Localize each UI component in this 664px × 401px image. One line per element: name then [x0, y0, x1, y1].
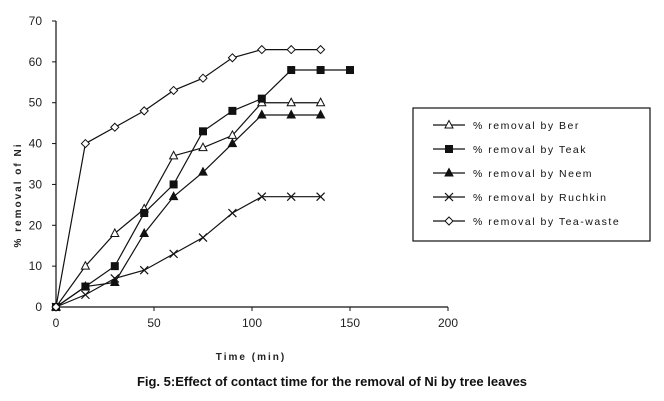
- data-point: [168, 85, 179, 96]
- data-point: [228, 106, 237, 115]
- data-point: [315, 109, 326, 119]
- data-point: [110, 262, 119, 271]
- legend-item: % removal by Teak: [433, 144, 587, 156]
- line-chart: 0 50 100 150 200 0 10 20 30 40 50 60 70 % removal of…: [13, 14, 651, 363]
- x-axis-label: Time (min): [216, 352, 286, 363]
- data-point: [286, 192, 296, 202]
- series-line: [55, 114, 321, 308]
- series-line: [55, 102, 321, 308]
- data-point: [227, 53, 238, 63]
- x-tick-label: 150: [340, 316, 360, 330]
- data-point: [256, 109, 267, 119]
- legend-item: % removal by Ruchkin: [433, 192, 607, 204]
- data-point: [227, 208, 237, 218]
- y-tick-label: 30: [29, 177, 43, 191]
- series-line: [55, 48, 321, 308]
- data-point: [227, 138, 238, 148]
- data-point: [198, 233, 208, 242]
- data-point: [139, 106, 149, 116]
- data-point: [168, 191, 179, 201]
- data-point: [51, 302, 61, 312]
- data-point: [198, 166, 208, 176]
- legend-item: % removal by Tea-waste: [433, 216, 620, 228]
- data-point: [109, 227, 120, 237]
- series-line: [55, 196, 321, 308]
- data-point: [315, 97, 326, 107]
- y-tick-label: 0: [35, 300, 42, 314]
- data-point: [286, 109, 297, 119]
- data-point: [199, 127, 207, 136]
- data-point: [257, 44, 267, 55]
- series-0: [51, 97, 326, 311]
- data-point: [169, 249, 179, 259]
- data-point: [257, 94, 266, 103]
- data-point: [80, 290, 90, 300]
- y-tick-label: 40: [29, 137, 43, 151]
- legend-label: % removal by Ruchkin: [473, 192, 607, 204]
- data-point: [286, 97, 297, 107]
- data-point: [139, 227, 150, 237]
- legend-marker: [445, 145, 453, 153]
- x-tick-label: 50: [147, 316, 161, 330]
- x-tick-label: 200: [438, 316, 458, 330]
- data-point: [80, 138, 91, 149]
- x-tick-label: 100: [242, 316, 262, 330]
- series-4: [51, 44, 326, 312]
- axes: 0 50 100 150 200 0 10 20 30 40 50 60 70: [29, 14, 459, 330]
- data-point: [140, 209, 149, 218]
- legend-label: % removal by Tea-waste: [473, 216, 620, 228]
- legend-label: % removal by Teak: [473, 144, 587, 156]
- legend-label: % removal by Neem: [473, 168, 593, 180]
- data-point: [286, 44, 296, 55]
- legend-label: % removal by Ber: [473, 120, 580, 132]
- legend-marker: [444, 192, 454, 202]
- legend-marker: [444, 119, 454, 129]
- data-point: [168, 150, 179, 160]
- legend-marker: [444, 167, 454, 177]
- data-point: [169, 180, 178, 189]
- data-point: [287, 66, 296, 75]
- series-3: [51, 192, 326, 312]
- data-point: [198, 73, 208, 83]
- legend-item: % removal by Ber: [433, 119, 580, 132]
- data-point: [80, 281, 91, 291]
- data-point: [315, 44, 326, 55]
- data-point: [257, 192, 267, 202]
- data-point: [198, 142, 208, 152]
- legend-marker: [444, 216, 454, 226]
- y-tick-label: 20: [29, 218, 43, 232]
- series-2: [51, 109, 326, 311]
- y-tick-label: 10: [29, 259, 43, 273]
- x-tick-label: 0: [53, 316, 60, 330]
- series-layer: [51, 44, 354, 312]
- data-point: [316, 192, 326, 202]
- data-point: [110, 273, 120, 283]
- figure-caption: Fig. 5:Effect of contact time for the re…: [136, 374, 528, 389]
- y-axis-label: % removal of Ni: [13, 142, 24, 247]
- legend: % removal by Ber % removal by Teak % remov…: [412, 107, 651, 242]
- y-tick-label: 60: [29, 55, 43, 69]
- legend-item: % removal by Neem: [433, 167, 593, 180]
- y-tick-label: 70: [29, 14, 43, 28]
- data-point: [80, 260, 91, 270]
- series-line: [55, 69, 350, 308]
- data-point: [110, 122, 120, 132]
- y-tick-label: 50: [29, 96, 43, 110]
- data-point: [139, 265, 149, 275]
- data-point: [346, 66, 354, 75]
- data-point: [109, 276, 120, 286]
- data-point: [316, 66, 325, 75]
